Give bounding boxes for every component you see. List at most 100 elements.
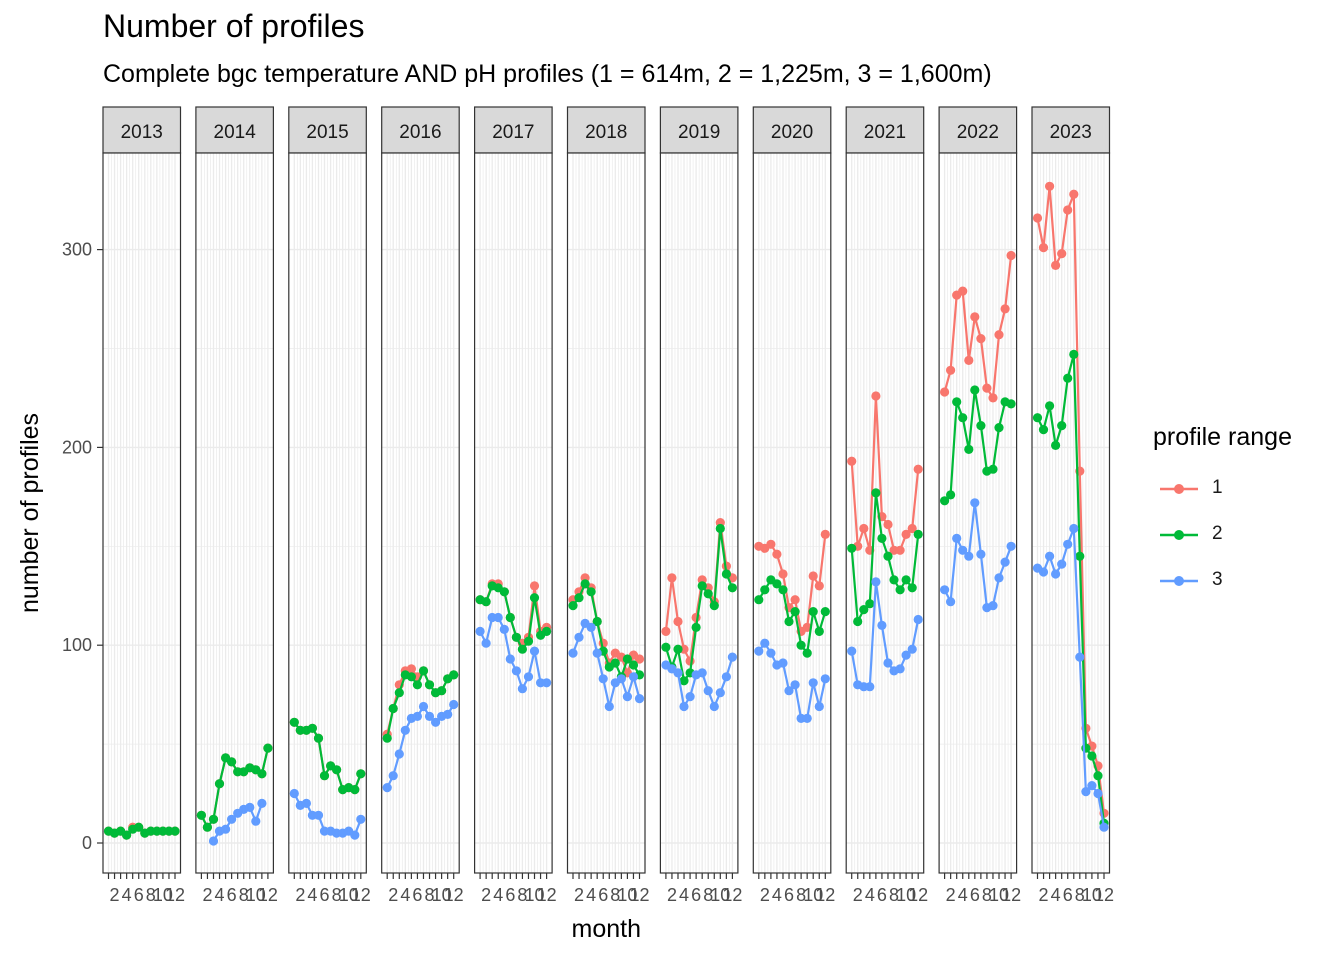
legend-item-1: 1: [1158, 474, 1278, 504]
data-point-2: [542, 626, 552, 637]
data-point-1: [1057, 249, 1067, 259]
data-point-2: [1032, 413, 1043, 423]
data-point-2: [760, 585, 770, 595]
x-tick-label: 2: [853, 885, 863, 905]
data-point-3: [301, 798, 311, 809]
data-point-2: [940, 496, 950, 506]
panel-border: [659, 152, 739, 874]
data-point-2: [523, 636, 534, 646]
data-point-3: [988, 601, 998, 611]
data-point-3: [208, 836, 219, 846]
facet-strip-label: 2016: [399, 122, 441, 143]
data-point-3: [542, 678, 552, 688]
data-point-3: [952, 533, 962, 544]
data-point-3: [523, 672, 534, 682]
legend-item-2: 2: [1158, 520, 1278, 550]
data-point-3: [511, 666, 521, 676]
data-point-3: [1051, 569, 1061, 579]
data-point-2: [1069, 349, 1079, 359]
x-axis-title: month: [572, 915, 641, 943]
facet-strip: [752, 106, 832, 154]
data-point-2: [257, 769, 267, 779]
data-point-3: [754, 646, 764, 656]
data-point-2: [1006, 399, 1016, 409]
data-point-3: [766, 648, 776, 658]
x-tick-label: 6: [1063, 885, 1073, 905]
x-tick-label: 6: [691, 885, 701, 905]
data-point-3: [289, 788, 299, 799]
data-point-1: [766, 539, 776, 549]
data-point-1: [913, 464, 923, 474]
data-point-1: [976, 334, 986, 344]
data-point-3: [499, 624, 509, 635]
data-point-1: [988, 393, 998, 403]
x-tick-label: 10: [524, 885, 544, 905]
data-point-2: [1038, 425, 1049, 435]
data-point-1: [529, 581, 540, 591]
x-tick-label: 12: [165, 885, 185, 905]
data-point-2: [865, 599, 875, 609]
data-point-3: [685, 692, 695, 702]
data-point-2: [778, 585, 788, 595]
data-point-1: [406, 664, 416, 674]
x-tick-label: 10: [153, 885, 173, 905]
data-point-3: [847, 646, 857, 656]
facet-strip: [659, 106, 739, 154]
y-tick-label: 200: [62, 437, 92, 457]
facet-strip-label: 2015: [306, 122, 348, 143]
data-point-3: [1069, 523, 1079, 534]
data-point-2: [709, 601, 719, 611]
x-tick-label: 8: [703, 885, 713, 905]
data-point-3: [940, 585, 950, 595]
data-point-3: [1093, 788, 1103, 799]
data-point-3: [481, 638, 491, 648]
data-point-1: [958, 286, 968, 296]
x-tick-label: 6: [134, 885, 144, 905]
facet-strip-label: 2018: [585, 122, 627, 143]
data-point-2: [673, 644, 683, 654]
data-point-3: [257, 798, 267, 809]
data-point-2: [895, 585, 905, 595]
panel-border: [938, 152, 1018, 874]
y-axis-title: number of profiles: [16, 413, 44, 613]
x-tick-label: 4: [958, 885, 968, 905]
x-tick-label: 12: [351, 885, 371, 905]
data-point-2: [772, 579, 782, 589]
data-point-3: [574, 632, 584, 642]
data-point-3: [883, 658, 893, 668]
data-point-3: [994, 573, 1004, 583]
data-point-3: [394, 749, 404, 759]
data-point-1: [1069, 189, 1079, 199]
legend-label-2: 2: [1212, 523, 1223, 544]
data-point-2: [901, 575, 911, 585]
data-point-3: [1075, 652, 1085, 662]
x-tick-label: 2: [574, 885, 584, 905]
x-tick-label: 12: [908, 885, 928, 905]
data-point-2: [994, 423, 1004, 433]
data-point-1: [946, 365, 956, 375]
data-point-3: [412, 711, 422, 722]
data-point-2: [913, 529, 923, 540]
data-point-2: [424, 680, 435, 690]
data-point-3: [418, 701, 429, 712]
x-tick-label: 8: [889, 885, 899, 905]
data-point-2: [529, 593, 540, 603]
data-point-1: [1063, 205, 1073, 215]
x-tick-label: 2: [481, 885, 491, 905]
facet-strip: [102, 106, 182, 154]
data-point-3: [400, 725, 410, 735]
x-tick-label: 4: [586, 885, 596, 905]
data-point-1: [790, 595, 800, 605]
x-tick-label: 8: [1075, 885, 1085, 905]
x-tick-label: 6: [970, 885, 980, 905]
facet-strip: [474, 106, 553, 154]
data-point-3: [808, 678, 818, 688]
data-point-3: [449, 699, 459, 710]
data-point-2: [721, 569, 732, 579]
facet-strip: [566, 106, 646, 154]
x-tick-label: 4: [493, 885, 503, 905]
